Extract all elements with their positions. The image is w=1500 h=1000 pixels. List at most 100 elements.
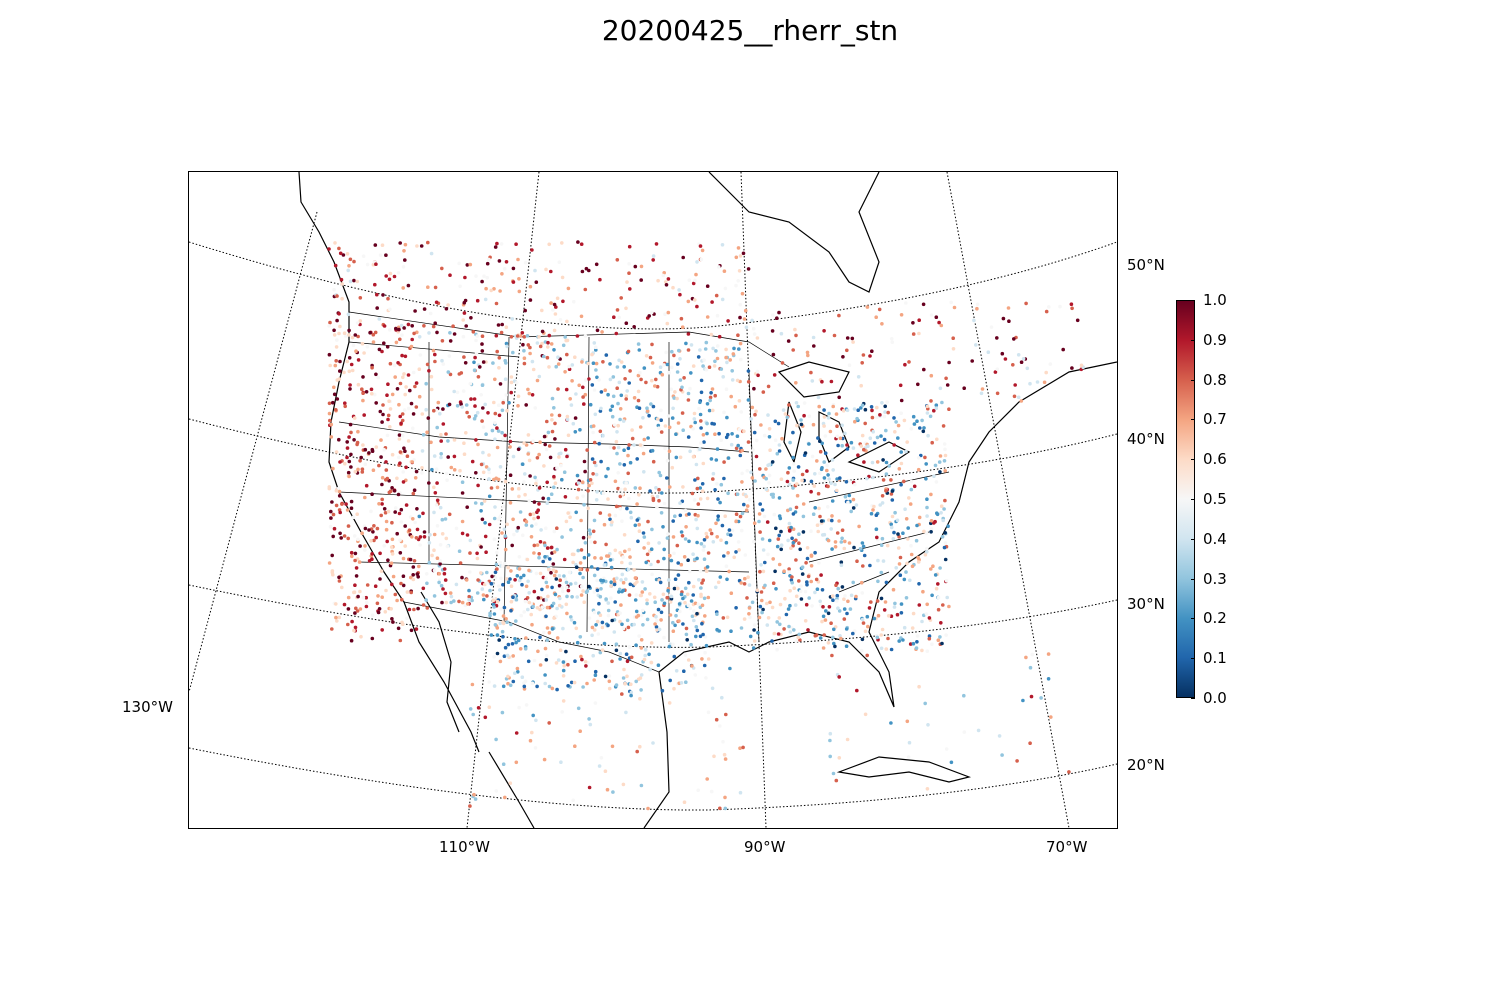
station-point [585, 589, 590, 593]
station-point [986, 350, 991, 354]
station-point [666, 578, 671, 582]
station-point [832, 627, 836, 632]
station-point [412, 559, 417, 563]
station-point [541, 496, 545, 501]
station-point [836, 606, 840, 610]
station-point [349, 638, 354, 643]
station-point [425, 362, 430, 367]
station-point [606, 623, 610, 628]
station-point [936, 638, 941, 642]
station-point [740, 471, 744, 476]
station-point [687, 580, 691, 585]
station-point [422, 324, 426, 328]
station-point [334, 408, 338, 412]
station-point [868, 563, 872, 568]
station-point [435, 524, 440, 528]
station-point [712, 364, 717, 368]
station-point [535, 606, 540, 610]
station-point [671, 620, 675, 625]
station-point [345, 508, 350, 512]
station-point [472, 397, 477, 401]
station-point [522, 356, 527, 360]
station-point [582, 555, 587, 560]
station-point [544, 598, 549, 602]
station-point [823, 618, 828, 622]
station-point [527, 391, 532, 396]
station-point [746, 440, 751, 444]
station-point [637, 634, 641, 638]
station-point [686, 558, 690, 562]
station-point [949, 760, 954, 765]
station-point [474, 471, 478, 475]
station-point [639, 783, 644, 788]
station-point [347, 356, 352, 360]
station-point [825, 468, 829, 473]
station-point [332, 392, 337, 397]
station-point [877, 307, 882, 312]
station-point [606, 608, 611, 613]
station-point [597, 378, 601, 382]
station-point [588, 478, 593, 482]
station-point [540, 329, 545, 334]
station-point [592, 518, 597, 523]
station-point [443, 591, 448, 596]
station-point [938, 635, 942, 639]
station-point [514, 381, 519, 385]
station-point [711, 408, 715, 413]
station-point [620, 572, 625, 577]
station-point [573, 355, 577, 359]
station-point [803, 451, 808, 455]
station-point [698, 348, 702, 352]
station-point [826, 416, 831, 420]
station-point [657, 487, 661, 492]
station-point [563, 335, 567, 339]
station-point [484, 465, 489, 469]
station-point [618, 619, 622, 624]
station-point [839, 560, 844, 564]
station-point [356, 429, 360, 434]
station-point [387, 490, 392, 495]
station-point [704, 531, 709, 536]
station-point [1016, 395, 1021, 400]
station-point [677, 602, 682, 606]
station-point [518, 647, 523, 651]
station-point [626, 625, 631, 630]
station-point [561, 674, 566, 678]
station-point [778, 622, 782, 627]
station-point [692, 609, 696, 613]
station-point [650, 527, 654, 532]
meridian-90w [740, 172, 767, 828]
station-point [664, 283, 669, 287]
station-point [1067, 770, 1071, 774]
station-point [1000, 753, 1004, 757]
station-point [327, 352, 332, 357]
colorbar-tick-mark [1191, 419, 1195, 421]
station-point [783, 596, 787, 601]
station-point [390, 617, 394, 621]
station-point [396, 361, 400, 365]
station-point [581, 494, 585, 498]
station-point [510, 543, 514, 548]
station-point [650, 310, 654, 315]
station-point [446, 370, 451, 374]
station-point [534, 280, 539, 284]
station-point [834, 583, 838, 587]
station-point [826, 484, 830, 489]
station-point [890, 340, 895, 344]
station-point [473, 414, 478, 418]
station-point [675, 586, 680, 591]
station-point [698, 412, 703, 417]
station-point [662, 501, 667, 506]
station-point [771, 557, 775, 561]
station-point [710, 300, 714, 304]
station-point [527, 568, 531, 573]
station-point [398, 638, 403, 643]
station-point [826, 538, 831, 543]
station-point [748, 634, 753, 639]
station-point [338, 460, 342, 464]
station-point [766, 616, 771, 620]
station-point [995, 367, 1000, 371]
station-point [853, 419, 857, 424]
station-point [504, 393, 509, 397]
station-point [705, 315, 710, 319]
